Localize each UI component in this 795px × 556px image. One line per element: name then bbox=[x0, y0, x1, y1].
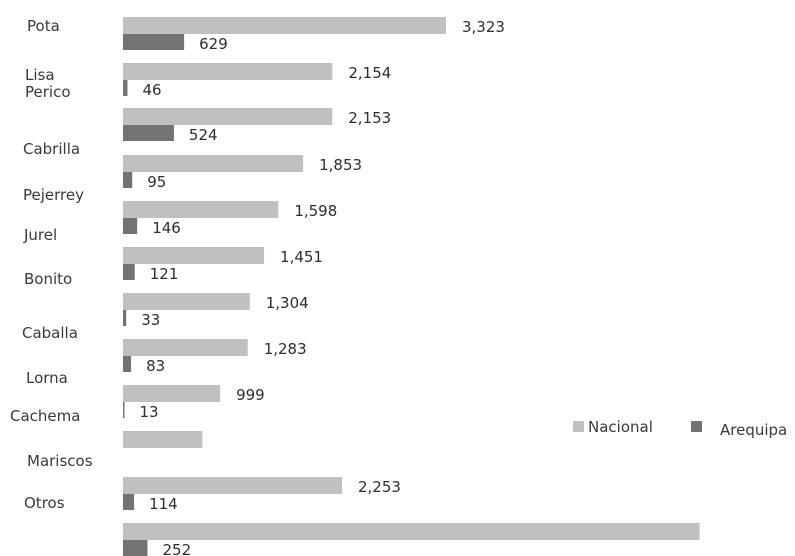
bar-arequipa bbox=[123, 80, 128, 96]
bar-nacional bbox=[123, 385, 221, 402]
bar-nacional bbox=[123, 339, 248, 356]
legend-label-nacional: Nacional bbox=[588, 418, 653, 436]
bar-arequipa bbox=[123, 218, 138, 234]
value-label-arequipa: 114 bbox=[149, 495, 178, 513]
bar-nacional bbox=[123, 431, 203, 448]
category-label: Lorna bbox=[26, 369, 68, 387]
bar-arequipa bbox=[123, 402, 125, 418]
category-label: Bonito bbox=[24, 270, 72, 288]
value-label-nacional: 1,304 bbox=[266, 294, 309, 312]
value-label-arequipa: 13 bbox=[140, 403, 159, 421]
bar-arequipa bbox=[123, 172, 133, 188]
value-label-nacional: 1,283 bbox=[264, 340, 307, 358]
bar-arequipa bbox=[123, 310, 127, 326]
value-label-nacional: 2,154 bbox=[348, 64, 391, 82]
category-label: Lisa bbox=[25, 66, 55, 84]
value-label-arequipa: 33 bbox=[141, 311, 160, 329]
category-label: Cabrilla bbox=[23, 140, 80, 158]
value-label-arequipa: 629 bbox=[199, 35, 228, 53]
bar-nacional bbox=[123, 293, 250, 310]
bar-arequipa bbox=[123, 34, 185, 50]
bar-nacional bbox=[123, 17, 446, 34]
category-label: Perico bbox=[25, 83, 71, 101]
bar-nacional bbox=[123, 108, 333, 125]
value-label-arequipa: 83 bbox=[146, 357, 165, 375]
value-labels: 3,323 629 2,154 46 2,153 524 1,853 95 1,598 146 1,… bbox=[140, 18, 505, 556]
value-label-nacional: 3,323 bbox=[462, 18, 505, 36]
category-label: Mariscos bbox=[27, 452, 93, 470]
category-label: Jurel bbox=[23, 226, 57, 244]
value-label-arequipa: 46 bbox=[142, 81, 161, 99]
value-label-arequipa: 252 bbox=[162, 541, 191, 556]
category-label: Cachema bbox=[10, 407, 80, 425]
category-label: Otros bbox=[24, 494, 65, 512]
value-label-nacional: 2,253 bbox=[358, 478, 401, 496]
bar-arequipa bbox=[123, 356, 132, 372]
value-label-arequipa: 146 bbox=[152, 219, 181, 237]
value-label-nacional: 1,598 bbox=[294, 202, 337, 220]
value-label-arequipa: 95 bbox=[147, 173, 166, 191]
value-label-nacional: 1,451 bbox=[280, 248, 323, 266]
bar-arequipa bbox=[123, 494, 135, 510]
category-label: Pejerrey bbox=[23, 186, 84, 204]
value-label-arequipa: 121 bbox=[150, 265, 179, 283]
bar-arequipa bbox=[123, 125, 174, 141]
bar-nacional bbox=[123, 155, 304, 172]
bar-nacional bbox=[123, 247, 265, 264]
value-label-nacional: 2,153 bbox=[348, 109, 391, 127]
legend-swatch-nacional bbox=[573, 421, 584, 432]
bar-nacional bbox=[123, 201, 279, 218]
category-label: Pota bbox=[27, 17, 60, 35]
legend-label-arequipa: Arequipa bbox=[720, 421, 787, 439]
value-label-arequipa: 524 bbox=[189, 126, 218, 144]
category-label: Caballa bbox=[22, 324, 78, 342]
bars bbox=[123, 17, 700, 556]
bar-nacional bbox=[123, 477, 342, 494]
legend-swatch-arequipa bbox=[691, 421, 702, 432]
bar-arequipa bbox=[123, 264, 135, 280]
bar-nacional bbox=[123, 63, 333, 80]
bar-arequipa bbox=[123, 540, 148, 556]
bar-nacional bbox=[123, 523, 700, 540]
value-label-nacional: 1,853 bbox=[319, 156, 362, 174]
legend: Nacional Arequipa bbox=[573, 418, 787, 439]
value-label-nacional: 999 bbox=[236, 386, 265, 404]
